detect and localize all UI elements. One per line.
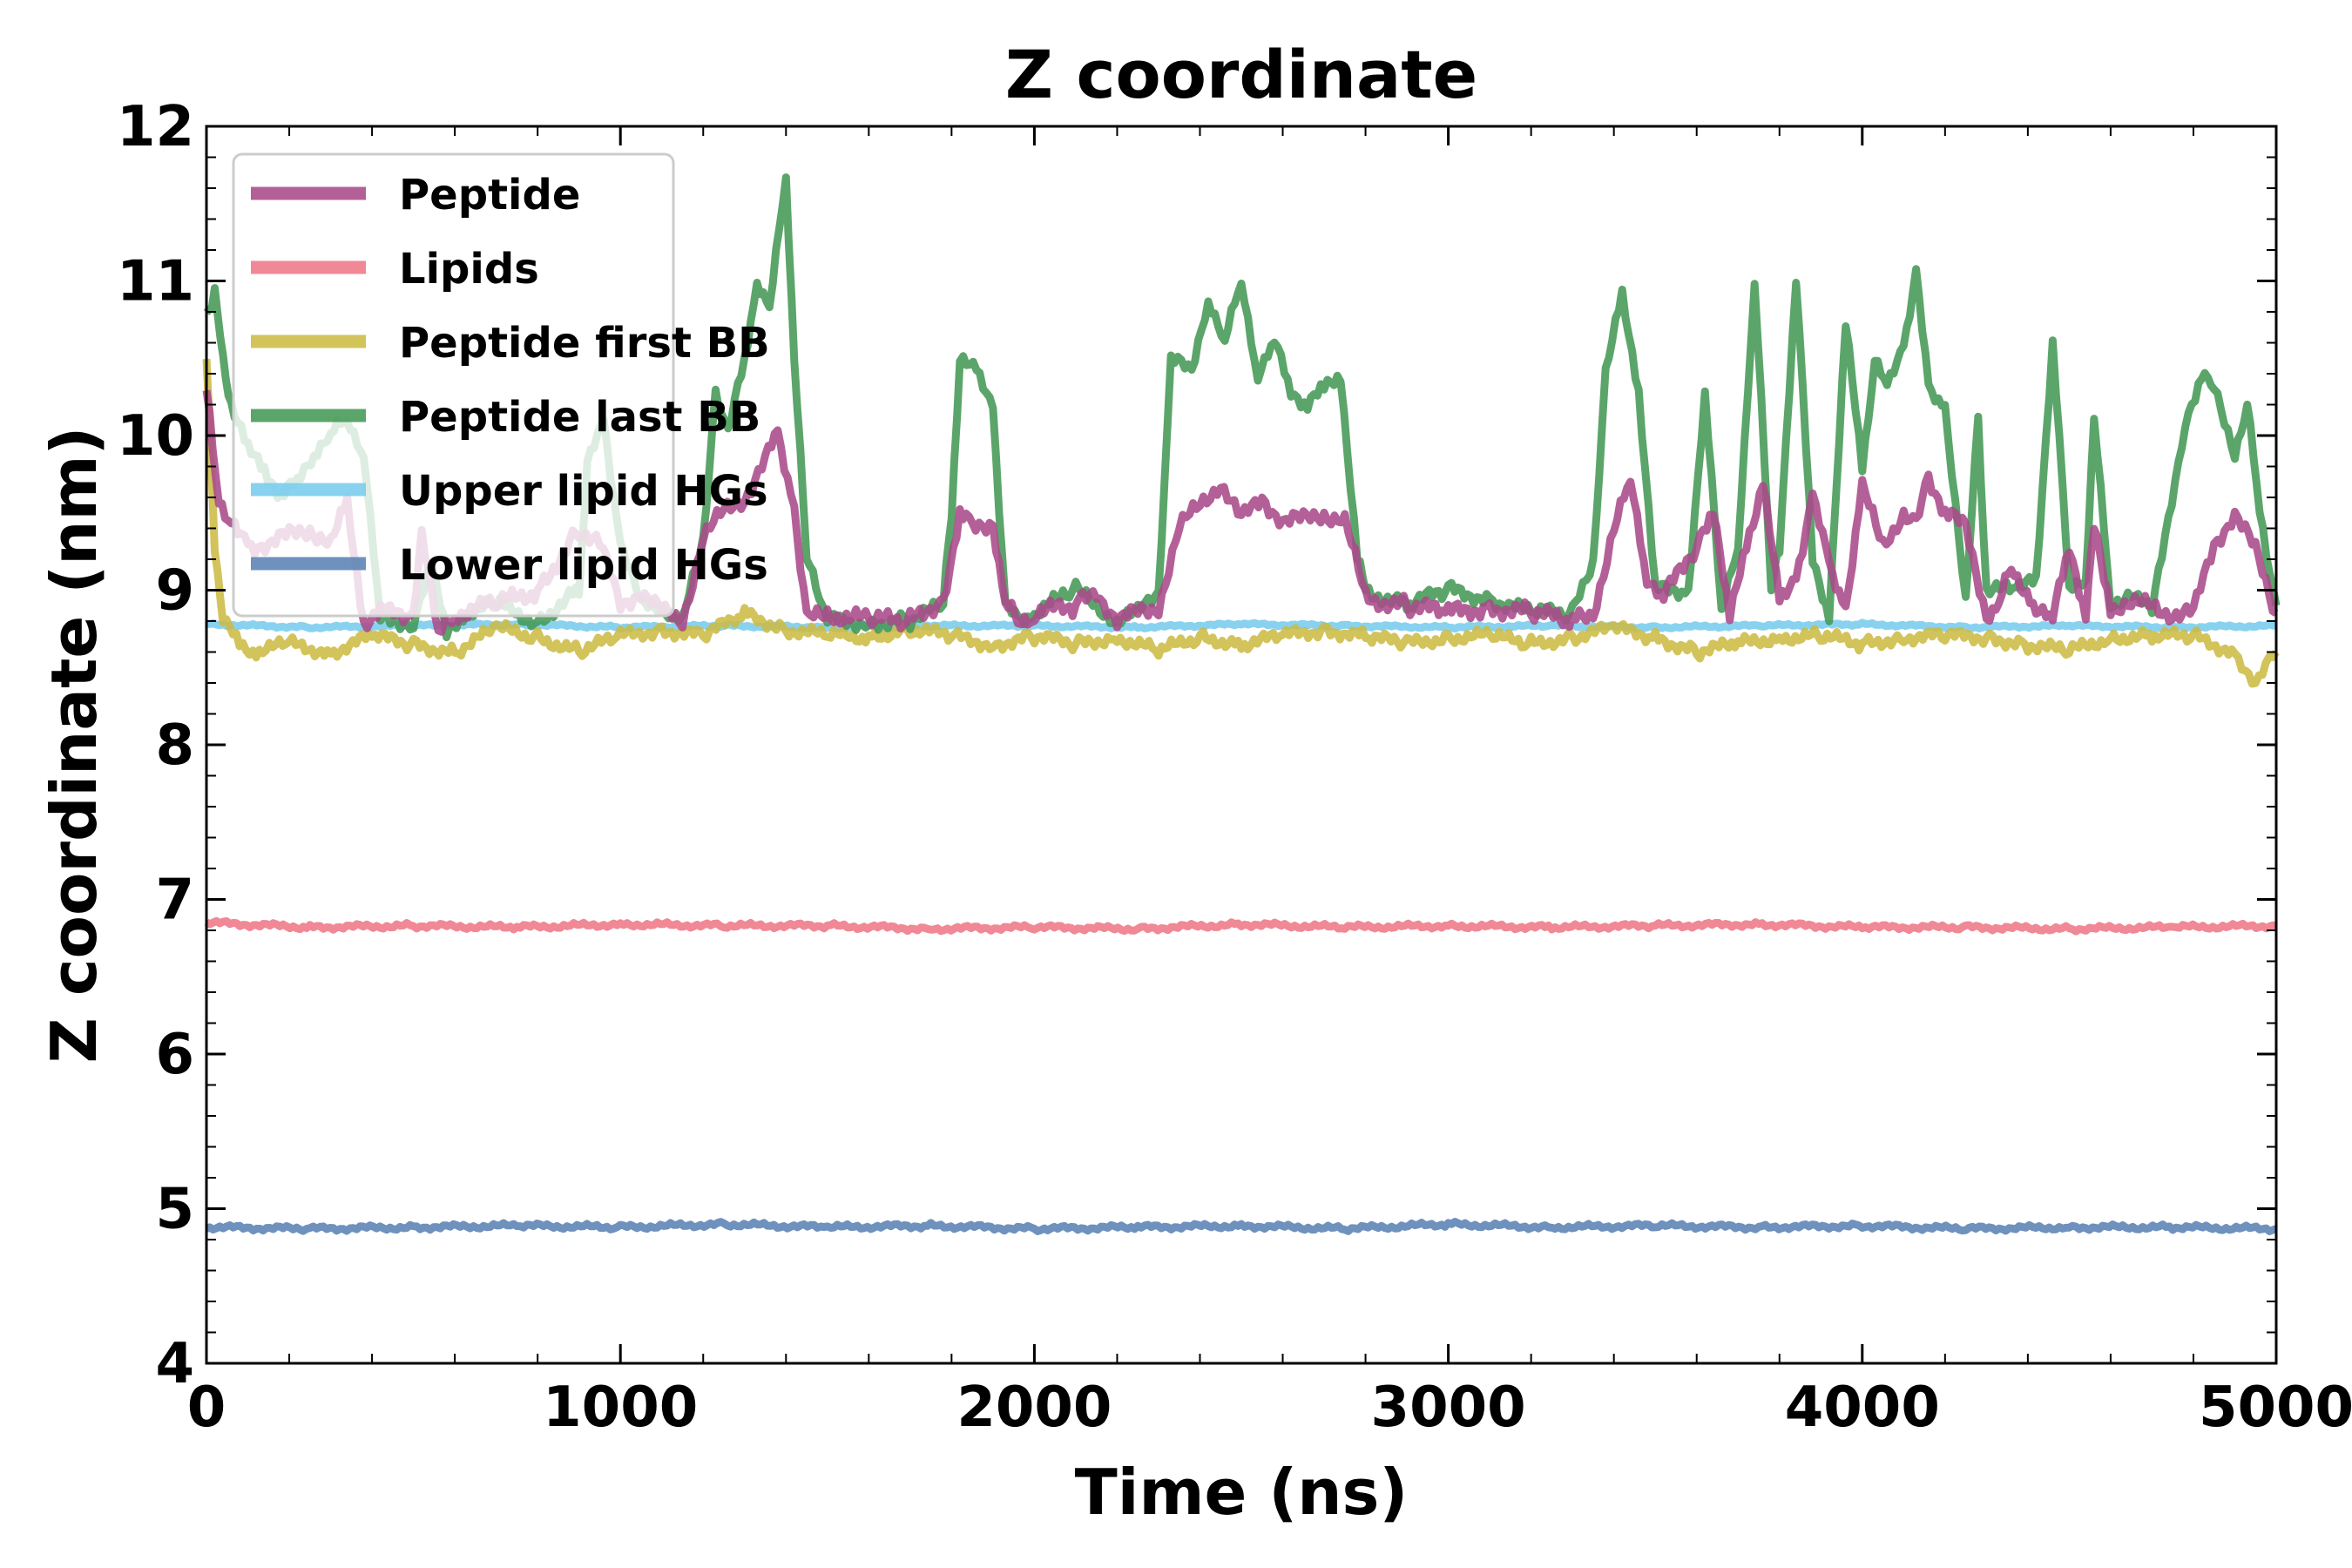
y-tick-label-9: 9 [155,559,194,624]
series-line-upper-lipid-hgs [206,618,2277,633]
y-tick-label-11: 11 [117,250,194,314]
series-line-peptide-first-bb [202,358,2280,688]
legend-label-peptide-last-bb: Peptide last BB [399,393,760,442]
y-tick-label-6: 6 [155,1023,194,1087]
y-tick-label-4: 4 [155,1332,194,1396]
legend: Peptide Lipids Peptide first BB Peptide las… [232,152,770,618]
legend-label-lipids: Lipids [399,245,539,294]
series-line-lipids [204,916,2277,936]
legend-label-peptide-first-bb: Peptide first BB [399,319,770,368]
y-tick-label-8: 8 [155,713,194,778]
x-tick-label-0: 0 [187,1375,226,1440]
y-tick-label-7: 7 [155,868,194,933]
chart-title: Z coordinate [1005,36,1477,113]
series-layer [202,173,2281,1235]
y-tick-label-10: 10 [117,404,194,469]
y-axis-label: Z coordinate (nm) [37,427,111,1064]
x-tick-label-1000: 1000 [543,1375,698,1440]
axis-layer: 0 1000 2000 3000 4000 5000 4 5 6 7 8 9 10 11 12 [117,95,2352,1440]
legend-label-peptide: Peptide [399,171,580,220]
x-tick-label-4000: 4000 [1785,1375,1940,1440]
x-tick-label-5000: 5000 [2199,1375,2352,1440]
series-line-lower-lipid-hgs [205,1218,2278,1235]
y-tick-label-12: 12 [117,95,194,159]
plot-frame [205,125,2278,1365]
legend-label-upper-lipid-hgs: Upper lipid HGs [399,467,768,516]
legend-label-lower-lipid-hgs: Lower lipid HGs [399,541,768,590]
x-axis-label: Time (ns) [1075,1456,1409,1529]
x-tick-label-3000: 3000 [1371,1375,1526,1440]
y-tick-label-5: 5 [155,1178,194,1242]
x-tick-label-2000: 2000 [956,1375,1112,1440]
